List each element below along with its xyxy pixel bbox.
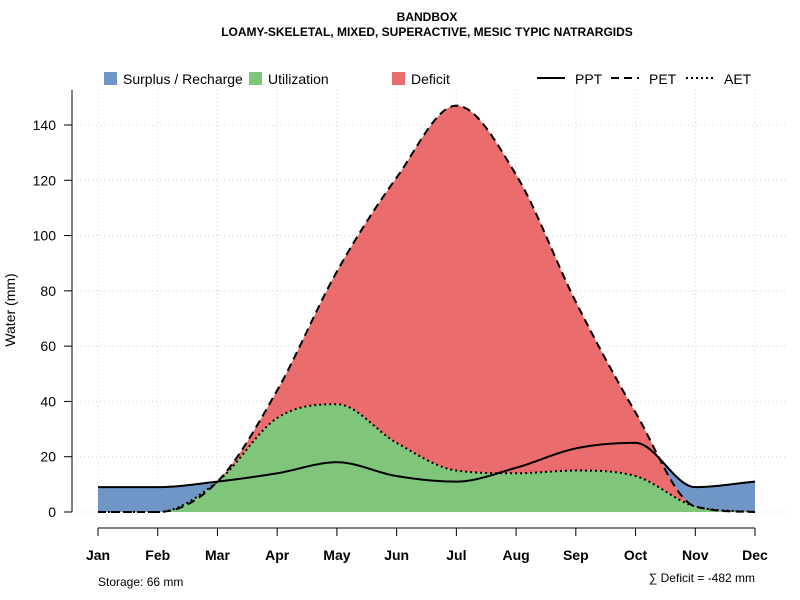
y-tick-label: 0 (48, 504, 56, 520)
x-tick-label: Jan (86, 547, 110, 563)
deficit-area (218, 105, 694, 507)
x-tick-label: Jul (446, 547, 466, 563)
y-tick-label: 140 (33, 117, 57, 133)
legend: Surplus / Recharge Utilization Deficit PPT P… (104, 71, 752, 87)
y-axis-label: Water (mm) (2, 273, 18, 346)
x-tick-label: Sep (563, 547, 589, 563)
y-tick-label: 40 (40, 393, 56, 409)
series-line-aet (98, 403, 756, 513)
legend-label: PET (649, 71, 677, 87)
storage-annotation: Storage: 66 mm (98, 575, 183, 589)
legend-label: Surplus / Recharge (123, 71, 243, 87)
series-line-pet (98, 104, 756, 513)
y-tick-label: 80 (40, 283, 56, 299)
y-tick-label: 120 (33, 172, 57, 188)
series-line-ppt (98, 441, 756, 489)
legend-swatch (104, 72, 117, 85)
legend-label: Utilization (268, 71, 329, 87)
axes: 0 20 40 60 80 100 120 140 Jan Feb Mar Apr May Jun Jul A… (33, 90, 768, 563)
x-tick-label: Oct (624, 547, 648, 563)
chart-subtitle: LOAMY-SKELETAL, MIXED, SUPERACTIVE, MESI… (221, 25, 633, 39)
x-tick-label: Dec (742, 547, 768, 563)
legend-swatch (392, 72, 405, 85)
legend-label: Deficit (411, 71, 450, 87)
deficit-annotation: ∑ Deficit = -482 mm (649, 571, 755, 585)
surplus-area (98, 458, 755, 512)
legend-label: PPT (575, 71, 603, 87)
x-tick-label: Nov (682, 547, 709, 563)
legend-swatch (249, 72, 262, 85)
x-tick-label: Mar (205, 547, 230, 563)
y-tick-label: 20 (40, 449, 56, 465)
y-tick-label: 60 (40, 338, 56, 354)
x-tick-label: Apr (265, 547, 290, 563)
x-tick-label: Feb (145, 547, 170, 563)
area-fills (98, 105, 755, 512)
x-tick-label: May (323, 547, 350, 563)
legend-label: AET (724, 71, 752, 87)
x-tick-label: Aug (502, 547, 529, 563)
series-lines (98, 104, 756, 513)
utilization-area (159, 404, 754, 512)
x-tick-label: Jun (384, 547, 409, 563)
y-tick-label: 100 (33, 228, 57, 244)
chart-title: BANDBOX (397, 10, 458, 24)
